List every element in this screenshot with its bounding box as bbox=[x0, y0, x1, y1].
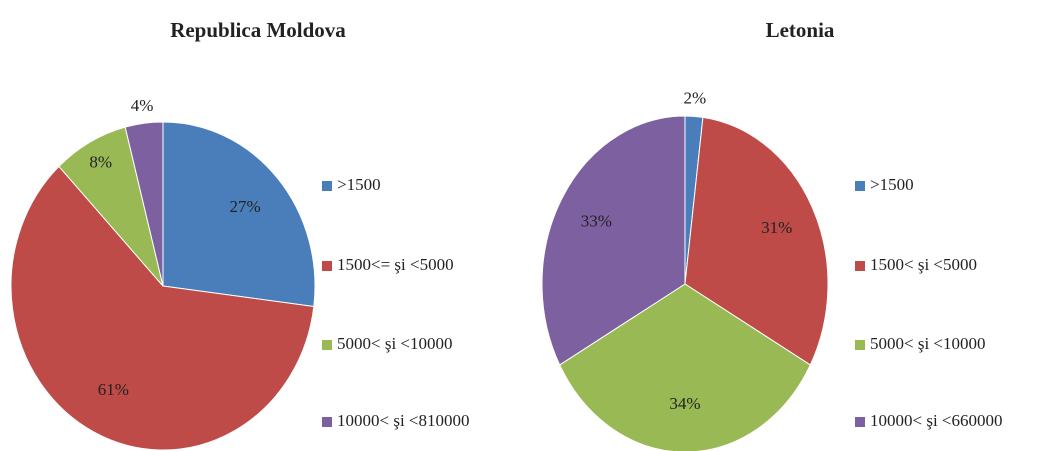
legend-swatch bbox=[322, 340, 332, 350]
legend-label: >1500 bbox=[870, 175, 914, 194]
data-label: 61% bbox=[98, 380, 129, 399]
legend-swatch bbox=[322, 261, 332, 271]
data-label: 33% bbox=[581, 211, 612, 230]
chart-title: Letonia bbox=[766, 18, 835, 42]
legend-label: 5000< şi <10000 bbox=[870, 334, 986, 353]
legend-label: 5000< şi <10000 bbox=[337, 334, 453, 353]
data-label: 27% bbox=[230, 197, 261, 216]
data-label: 31% bbox=[761, 218, 792, 237]
legend-label: 1500<= şi <5000 bbox=[337, 255, 454, 274]
legend-swatch bbox=[855, 181, 865, 191]
legend-swatch bbox=[855, 340, 865, 350]
legend-swatch bbox=[855, 261, 865, 271]
legend-label: 1500< şi <5000 bbox=[870, 255, 977, 274]
data-label: 8% bbox=[89, 153, 112, 172]
data-label: 34% bbox=[669, 394, 700, 413]
pie-slice bbox=[559, 283, 811, 451]
legend-swatch bbox=[322, 181, 332, 191]
legend-label: 10000< şi <660000 bbox=[870, 411, 1003, 430]
chart-title: Republica Moldova bbox=[170, 18, 346, 42]
pie-slice bbox=[541, 115, 686, 366]
pie-slice bbox=[10, 165, 315, 451]
legend-swatch bbox=[855, 417, 865, 427]
data-label: 2% bbox=[684, 88, 707, 107]
pie-slice bbox=[684, 116, 829, 366]
pie-slice bbox=[162, 121, 316, 308]
legend-label: >1500 bbox=[337, 175, 381, 194]
pie-slice bbox=[124, 121, 164, 287]
legend-label: 10000< şi <810000 bbox=[337, 411, 470, 430]
data-label: 4% bbox=[131, 96, 154, 115]
legend-swatch bbox=[322, 417, 332, 427]
